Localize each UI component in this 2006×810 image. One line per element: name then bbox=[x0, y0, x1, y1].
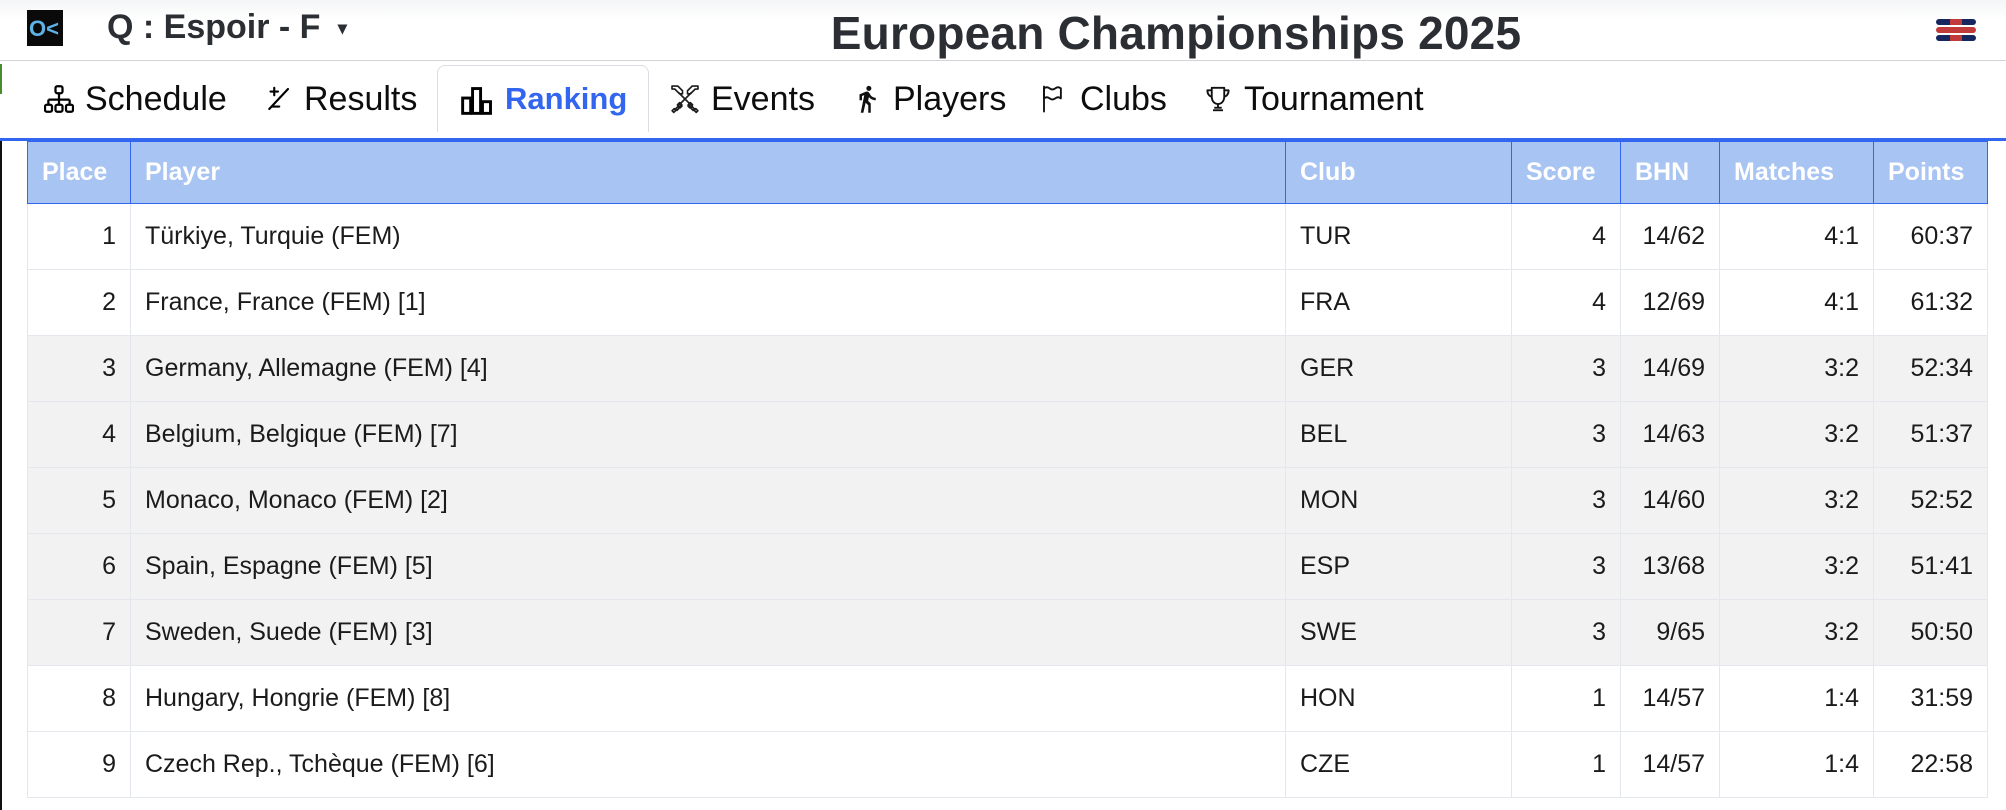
svg-text:O<: O< bbox=[29, 16, 59, 41]
